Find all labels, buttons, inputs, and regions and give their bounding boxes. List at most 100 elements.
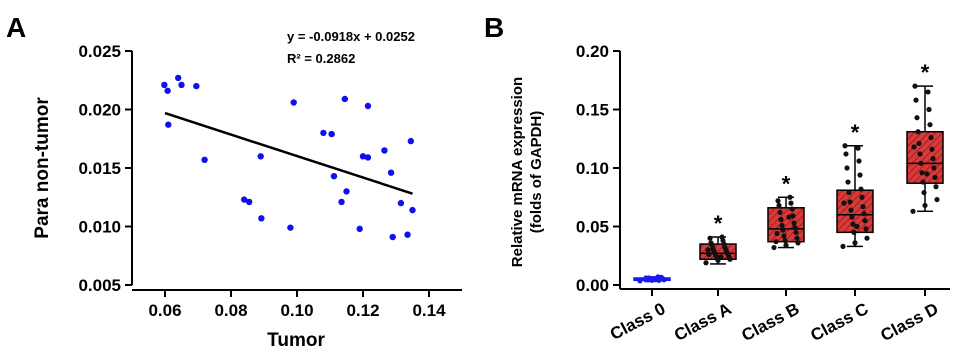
box-point — [780, 227, 786, 233]
scatter-y-tick-label: 0.010 — [78, 218, 121, 237]
box-point — [850, 221, 856, 227]
box-y-tick-label: 0.05 — [576, 218, 609, 237]
scatter-point — [397, 199, 405, 207]
scatter-point — [330, 172, 338, 180]
box-point — [856, 158, 862, 164]
box-point — [781, 233, 787, 239]
regression-equation: y = -0.0918x + 0.0252 — [287, 29, 415, 44]
scatter-y-tick-label: 0.015 — [78, 159, 121, 178]
significance-star: * — [921, 60, 930, 85]
box-point — [859, 194, 865, 200]
box-point — [931, 165, 937, 171]
box-point — [934, 196, 940, 203]
box-point — [775, 198, 781, 204]
box-point — [789, 206, 795, 212]
scatter-point — [381, 147, 388, 154]
box-point — [846, 189, 852, 196]
box-point — [845, 179, 851, 185]
box-point — [910, 208, 916, 214]
box-point — [719, 234, 725, 240]
box-point — [848, 207, 854, 213]
scatter-x-tick-label: 0.10 — [280, 301, 313, 320]
box-category-label: Class C — [807, 299, 871, 345]
significance-star: * — [782, 171, 791, 196]
scatter-point — [241, 196, 248, 203]
box-point — [933, 184, 939, 190]
scatter-point — [175, 74, 182, 82]
box-point — [932, 174, 938, 180]
scatter-point — [193, 82, 200, 90]
scatter-point — [258, 215, 265, 222]
box-point — [783, 242, 789, 248]
scatter-point — [387, 169, 395, 176]
box-point — [778, 216, 784, 223]
box-point — [924, 171, 930, 177]
scatter-chart: Tumor Para non-tumor y = -0.0918x + 0.02… — [32, 29, 462, 351]
box-point — [927, 122, 933, 128]
scatter-x-tick-label: 0.12 — [346, 301, 379, 320]
box-y-tick-label: 0.10 — [576, 159, 609, 178]
box-category-label: Class A — [671, 299, 734, 345]
panel-label-a: A — [6, 12, 26, 43]
box-point — [926, 106, 932, 113]
trend-line — [164, 111, 413, 195]
scatter-point — [201, 156, 208, 164]
box-point — [862, 218, 868, 224]
box-point — [793, 229, 799, 235]
box-point — [921, 189, 927, 196]
box-y-tick-label: 0.15 — [576, 101, 609, 120]
box-point — [922, 202, 928, 209]
scatter-point — [165, 121, 172, 128]
scatter-point — [328, 130, 335, 138]
box-point — [855, 145, 861, 151]
box-point — [795, 240, 801, 246]
box-point — [637, 278, 643, 284]
box-point — [930, 156, 936, 162]
scatter-y-tick-label: 0.025 — [78, 42, 121, 61]
box-point — [782, 237, 788, 244]
scatter-point — [364, 154, 372, 161]
box-point — [854, 223, 860, 230]
significance-star: * — [851, 120, 860, 145]
box-point — [841, 200, 847, 206]
scatter-point — [161, 81, 168, 89]
scatter-point — [341, 95, 349, 103]
box-point — [777, 209, 783, 216]
box-point — [790, 213, 796, 219]
box-point — [929, 146, 935, 152]
box-point — [787, 194, 793, 200]
box-chart: Relative mRNA expression (folds of GAPDH… — [509, 42, 950, 345]
scatter-point — [287, 224, 294, 231]
scatter-point — [290, 99, 297, 106]
r-squared-label: R² = 0.2862 — [287, 51, 355, 66]
scatter-x-tick-label: 0.06 — [148, 301, 181, 320]
box-point — [703, 260, 709, 266]
box-point — [913, 97, 919, 103]
significance-star: * — [714, 211, 723, 236]
box-point — [788, 200, 794, 206]
box-point — [851, 229, 857, 235]
box-point — [843, 151, 849, 157]
box-point — [849, 214, 855, 220]
box-category-label: Class D — [877, 299, 941, 345]
box-point — [847, 199, 853, 205]
scatter-point — [364, 102, 372, 110]
box-point — [918, 160, 924, 166]
box-category-label: Class 0 — [607, 299, 668, 344]
box-point — [916, 140, 922, 147]
box-point — [925, 89, 931, 95]
box-point — [842, 143, 848, 149]
box-point — [779, 222, 785, 228]
box-point — [911, 144, 917, 150]
box-point — [792, 225, 798, 231]
box-point — [776, 202, 782, 209]
box-point — [852, 240, 858, 246]
box-point — [860, 204, 866, 210]
scatter-point — [404, 231, 411, 238]
scatter-point — [257, 153, 264, 160]
box-point — [920, 179, 926, 185]
box-point — [864, 235, 870, 241]
box-point — [912, 83, 918, 89]
scatter-x-title: Tumor — [267, 330, 325, 351]
